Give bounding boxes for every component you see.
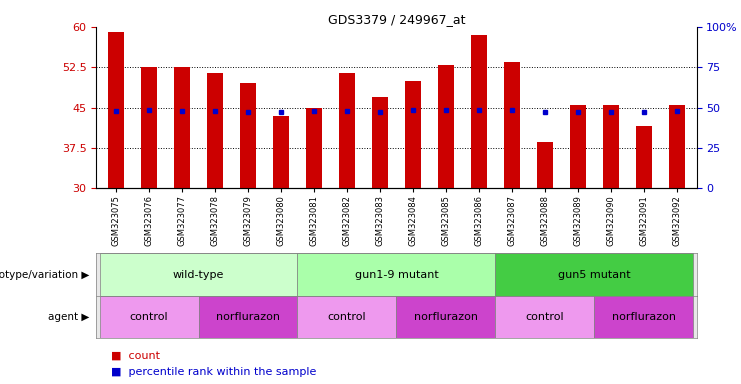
Bar [496, 296, 594, 338]
Title: GDS3379 / 249967_at: GDS3379 / 249967_at [328, 13, 465, 26]
Bar [438, 65, 454, 188]
Bar [405, 81, 421, 188]
Text: control: control [130, 312, 168, 322]
Bar [240, 83, 256, 188]
Bar [372, 97, 388, 188]
Bar [199, 296, 297, 338]
Bar [273, 116, 289, 188]
Text: genotype/variation ▶: genotype/variation ▶ [0, 270, 90, 280]
Bar [504, 62, 520, 188]
Bar [471, 35, 487, 188]
Text: ■  percentile rank within the sample: ■ percentile rank within the sample [104, 367, 316, 377]
Bar [570, 105, 586, 188]
Text: control: control [525, 312, 564, 322]
Text: norflurazon: norflurazon [216, 312, 280, 322]
Bar [306, 108, 322, 188]
Text: agent ▶: agent ▶ [48, 312, 90, 322]
Bar [636, 126, 652, 188]
Bar [174, 67, 190, 188]
Bar [602, 105, 619, 188]
Bar [297, 253, 496, 296]
Text: gun5 mutant: gun5 mutant [558, 270, 631, 280]
Bar [297, 296, 396, 338]
Bar [396, 296, 496, 338]
Bar [108, 32, 124, 188]
Text: wild-type: wild-type [173, 270, 225, 280]
Text: ■  count: ■ count [104, 350, 160, 360]
Bar [141, 67, 157, 188]
Bar [536, 142, 553, 188]
Text: gun1-9 mutant: gun1-9 mutant [354, 270, 439, 280]
Bar [496, 253, 694, 296]
Text: norflurazon: norflurazon [414, 312, 478, 322]
Bar [339, 73, 355, 188]
Text: control: control [328, 312, 366, 322]
Bar [99, 253, 297, 296]
Bar [594, 296, 694, 338]
Bar [668, 105, 685, 188]
Bar [207, 73, 223, 188]
Bar [99, 296, 199, 338]
Text: norflurazon: norflurazon [612, 312, 676, 322]
